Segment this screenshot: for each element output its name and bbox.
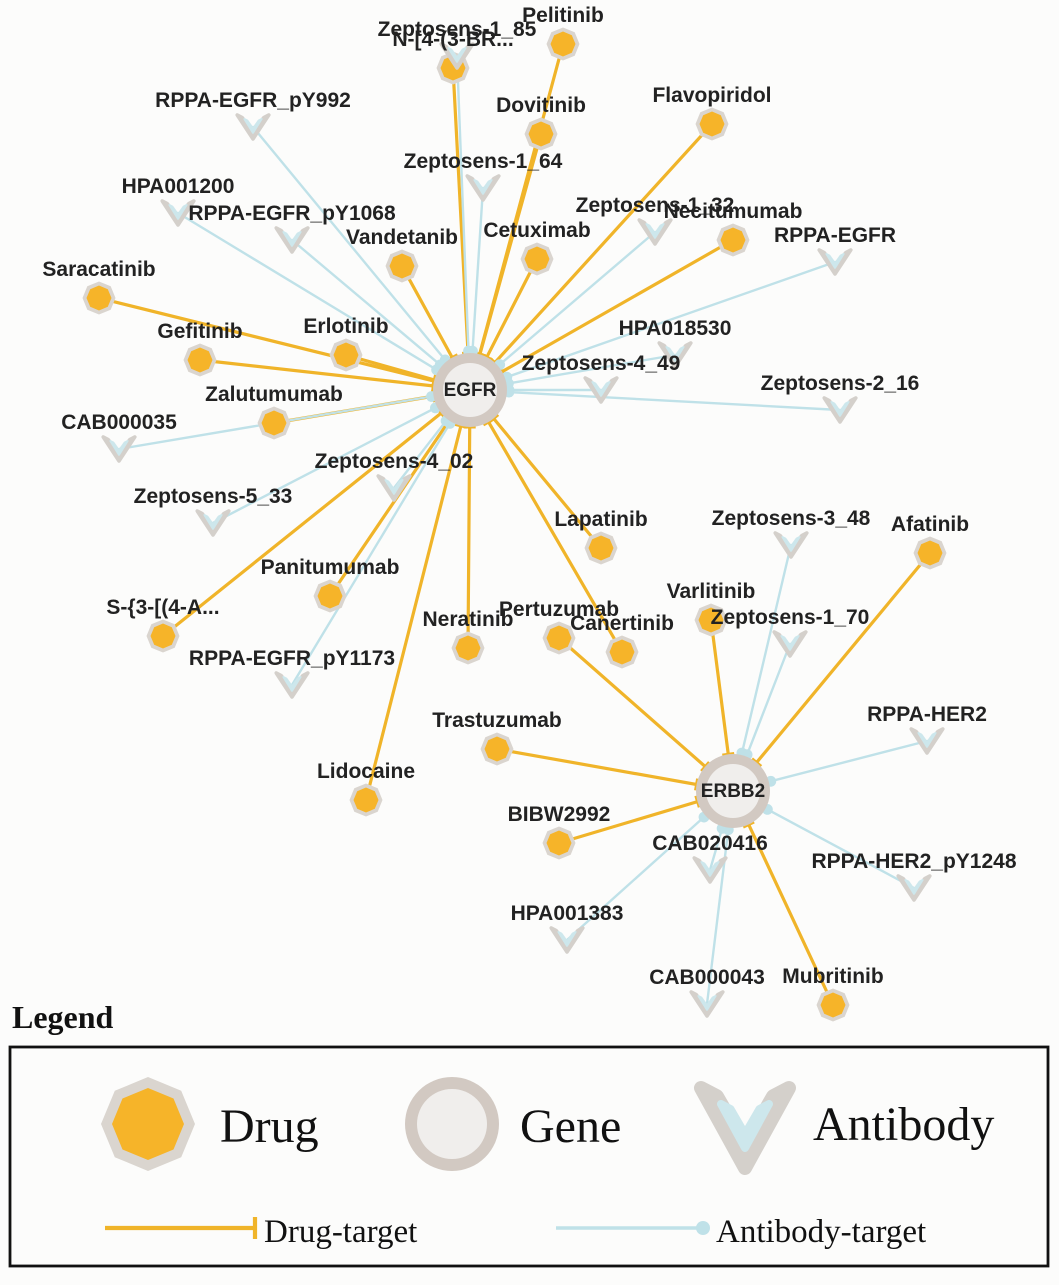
svg-text:HPA001200: HPA001200 xyxy=(122,175,235,198)
svg-text:Canertinib: Canertinib xyxy=(570,612,674,635)
svg-text:Zeptosens-1_64: Zeptosens-1_64 xyxy=(404,150,563,173)
svg-text:Mubritinib: Mubritinib xyxy=(782,965,883,988)
svg-text:Cetuximab: Cetuximab xyxy=(483,219,590,242)
svg-text:CAB000043: CAB000043 xyxy=(649,966,765,989)
svg-text:RPPA-EGFR_pY1173: RPPA-EGFR_pY1173 xyxy=(189,647,395,670)
svg-text:Antibody: Antibody xyxy=(813,1098,994,1151)
svg-text:Saracatinib: Saracatinib xyxy=(42,258,155,281)
svg-text:Vandetanib: Vandetanib xyxy=(346,226,458,249)
svg-text:EGFR: EGFR xyxy=(444,380,497,401)
svg-text:CAB000035: CAB000035 xyxy=(61,411,177,434)
svg-text:Zalutumumab: Zalutumumab xyxy=(205,383,343,406)
svg-text:Gene: Gene xyxy=(520,1100,621,1153)
svg-text:Panitumumab: Panitumumab xyxy=(261,556,400,579)
svg-text:Zeptosens-2_16: Zeptosens-2_16 xyxy=(761,372,920,395)
svg-text:Zeptosens-3_48: Zeptosens-3_48 xyxy=(712,507,871,530)
svg-text:RPPA-EGFR_pY1068: RPPA-EGFR_pY1068 xyxy=(188,202,396,225)
svg-text:Varlitinib: Varlitinib xyxy=(667,580,756,603)
svg-text:Lidocaine: Lidocaine xyxy=(317,760,415,783)
svg-text:Antibody-target: Antibody-target xyxy=(716,1214,926,1250)
svg-text:Trastuzumab: Trastuzumab xyxy=(432,709,562,732)
svg-text:BIBW2992: BIBW2992 xyxy=(508,803,611,826)
svg-text:Legend: Legend xyxy=(12,999,114,1035)
svg-text:HPA018530: HPA018530 xyxy=(619,317,732,340)
svg-text:Dovitinib: Dovitinib xyxy=(496,94,586,117)
svg-text:Afatinib: Afatinib xyxy=(891,513,969,536)
svg-text:Drug-target: Drug-target xyxy=(264,1214,417,1250)
svg-text:Zeptosens-4_02: Zeptosens-4_02 xyxy=(315,450,474,473)
svg-text:RPPA-EGFR: RPPA-EGFR xyxy=(774,224,896,247)
svg-text:ERBB2: ERBB2 xyxy=(701,781,765,802)
svg-text:RPPA-HER2: RPPA-HER2 xyxy=(867,703,987,726)
svg-text:Zeptosens-5_33: Zeptosens-5_33 xyxy=(134,485,293,508)
svg-text:Drug: Drug xyxy=(220,1100,319,1153)
svg-text:Flavopiridol: Flavopiridol xyxy=(652,84,771,107)
svg-text:Zeptosens-1_85: Zeptosens-1_85 xyxy=(378,18,537,41)
svg-text:Erlotinib: Erlotinib xyxy=(303,315,388,338)
svg-text:CAB020416: CAB020416 xyxy=(652,832,768,855)
svg-text:S-{3-[(4-A...: S-{3-[(4-A... xyxy=(106,596,219,619)
svg-text:Zeptosens-4_49: Zeptosens-4_49 xyxy=(522,352,681,375)
svg-text:Lapatinib: Lapatinib xyxy=(554,508,647,531)
svg-text:HPA001383: HPA001383 xyxy=(511,902,624,925)
svg-text:RPPA-EGFR_pY992: RPPA-EGFR_pY992 xyxy=(155,89,351,112)
svg-text:Gefitinib: Gefitinib xyxy=(157,320,242,343)
svg-text:Zeptosens-1_32: Zeptosens-1_32 xyxy=(576,194,735,217)
svg-text:Zeptosens-1_70: Zeptosens-1_70 xyxy=(711,606,870,629)
svg-text:RPPA-HER2_pY1248: RPPA-HER2_pY1248 xyxy=(811,850,1016,873)
